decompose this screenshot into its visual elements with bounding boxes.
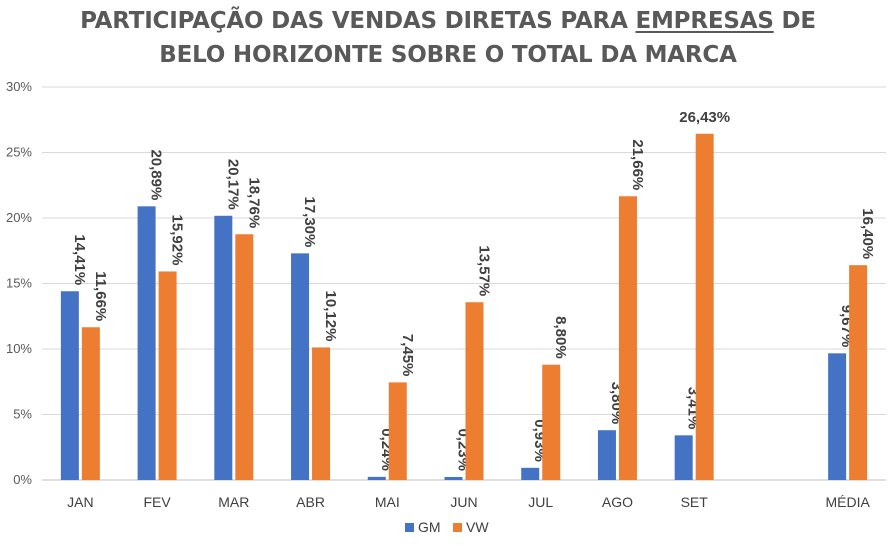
bar-vw <box>388 382 407 480</box>
y-tick-label: 0% <box>13 472 32 487</box>
x-tick-label: MAI <box>375 494 400 510</box>
y-tick-label: 20% <box>6 210 32 225</box>
chart-title-line-2: BELO HORIZONTE SOBRE O TOTAL DA MARCA <box>159 42 737 68</box>
data-label: 18,76% <box>245 177 262 228</box>
data-label: 17,30% <box>301 196 318 247</box>
data-label: 11,66% <box>92 271 109 321</box>
bar-gm <box>60 291 79 480</box>
x-tick-label: JAN <box>67 494 93 510</box>
bar-gm <box>444 476 463 480</box>
bar-vw <box>465 302 484 480</box>
x-tick-label: FEV <box>143 494 171 510</box>
y-tick-label: 10% <box>6 341 32 356</box>
bar-gm <box>137 206 156 480</box>
bar-vw <box>849 265 868 480</box>
y-tick-label: 15% <box>6 276 32 291</box>
bar-vw <box>235 234 254 480</box>
bar-gm <box>214 215 233 480</box>
bar-vw <box>158 271 177 480</box>
y-tick-label: 25% <box>6 145 32 160</box>
data-label: 26,43% <box>679 109 730 126</box>
data-label: 16,40% <box>859 208 876 259</box>
data-label: 20,17% <box>224 159 241 210</box>
bar-vw <box>618 196 637 480</box>
bar-gm <box>367 476 386 480</box>
bar-vw <box>312 347 331 480</box>
bar-gm <box>291 253 310 480</box>
legend-label-vw: VW <box>466 519 489 535</box>
data-label: 7,45% <box>399 334 416 377</box>
data-label: 10,12% <box>322 291 339 342</box>
bar-gm <box>521 467 540 480</box>
x-tick-label: SET <box>681 494 709 510</box>
data-label: 13,57% <box>476 245 493 296</box>
x-tick-label: ABR <box>296 494 325 510</box>
data-label: 15,92% <box>169 215 186 266</box>
chart-title: PARTICIPAÇÃO DAS VENDAS DIRETAS PARA EMP… <box>0 4 896 72</box>
data-label: 21,66% <box>629 139 646 190</box>
bar-gm <box>597 430 616 480</box>
data-label: 8,80% <box>552 316 569 359</box>
legend-swatch-vw <box>453 523 462 532</box>
x-tick-label: MÉDIA <box>825 494 870 510</box>
x-tick-label: JUL <box>528 494 553 510</box>
bar-gm <box>828 353 847 480</box>
chart-title-underlined-word: EMPRESAS <box>635 8 774 34</box>
data-label: 14,41% <box>71 234 88 285</box>
y-tick-label: 30% <box>6 79 32 94</box>
bar-vw <box>695 133 714 480</box>
y-tick-label: 5% <box>13 407 32 422</box>
legend-swatch-gm <box>405 523 414 532</box>
bar-vw <box>81 327 100 480</box>
x-tick-label: JUN <box>450 494 477 510</box>
x-tick-label: MAR <box>218 494 249 510</box>
x-tick-label: AGO <box>602 494 633 510</box>
bar-vw <box>542 364 561 480</box>
chart-title-line-1: PARTICIPAÇÃO DAS VENDAS DIRETAS PARA EMP… <box>80 8 816 34</box>
data-label: 20,89% <box>148 149 165 200</box>
bar-gm <box>674 435 693 480</box>
legend-label-gm: GM <box>418 519 441 535</box>
